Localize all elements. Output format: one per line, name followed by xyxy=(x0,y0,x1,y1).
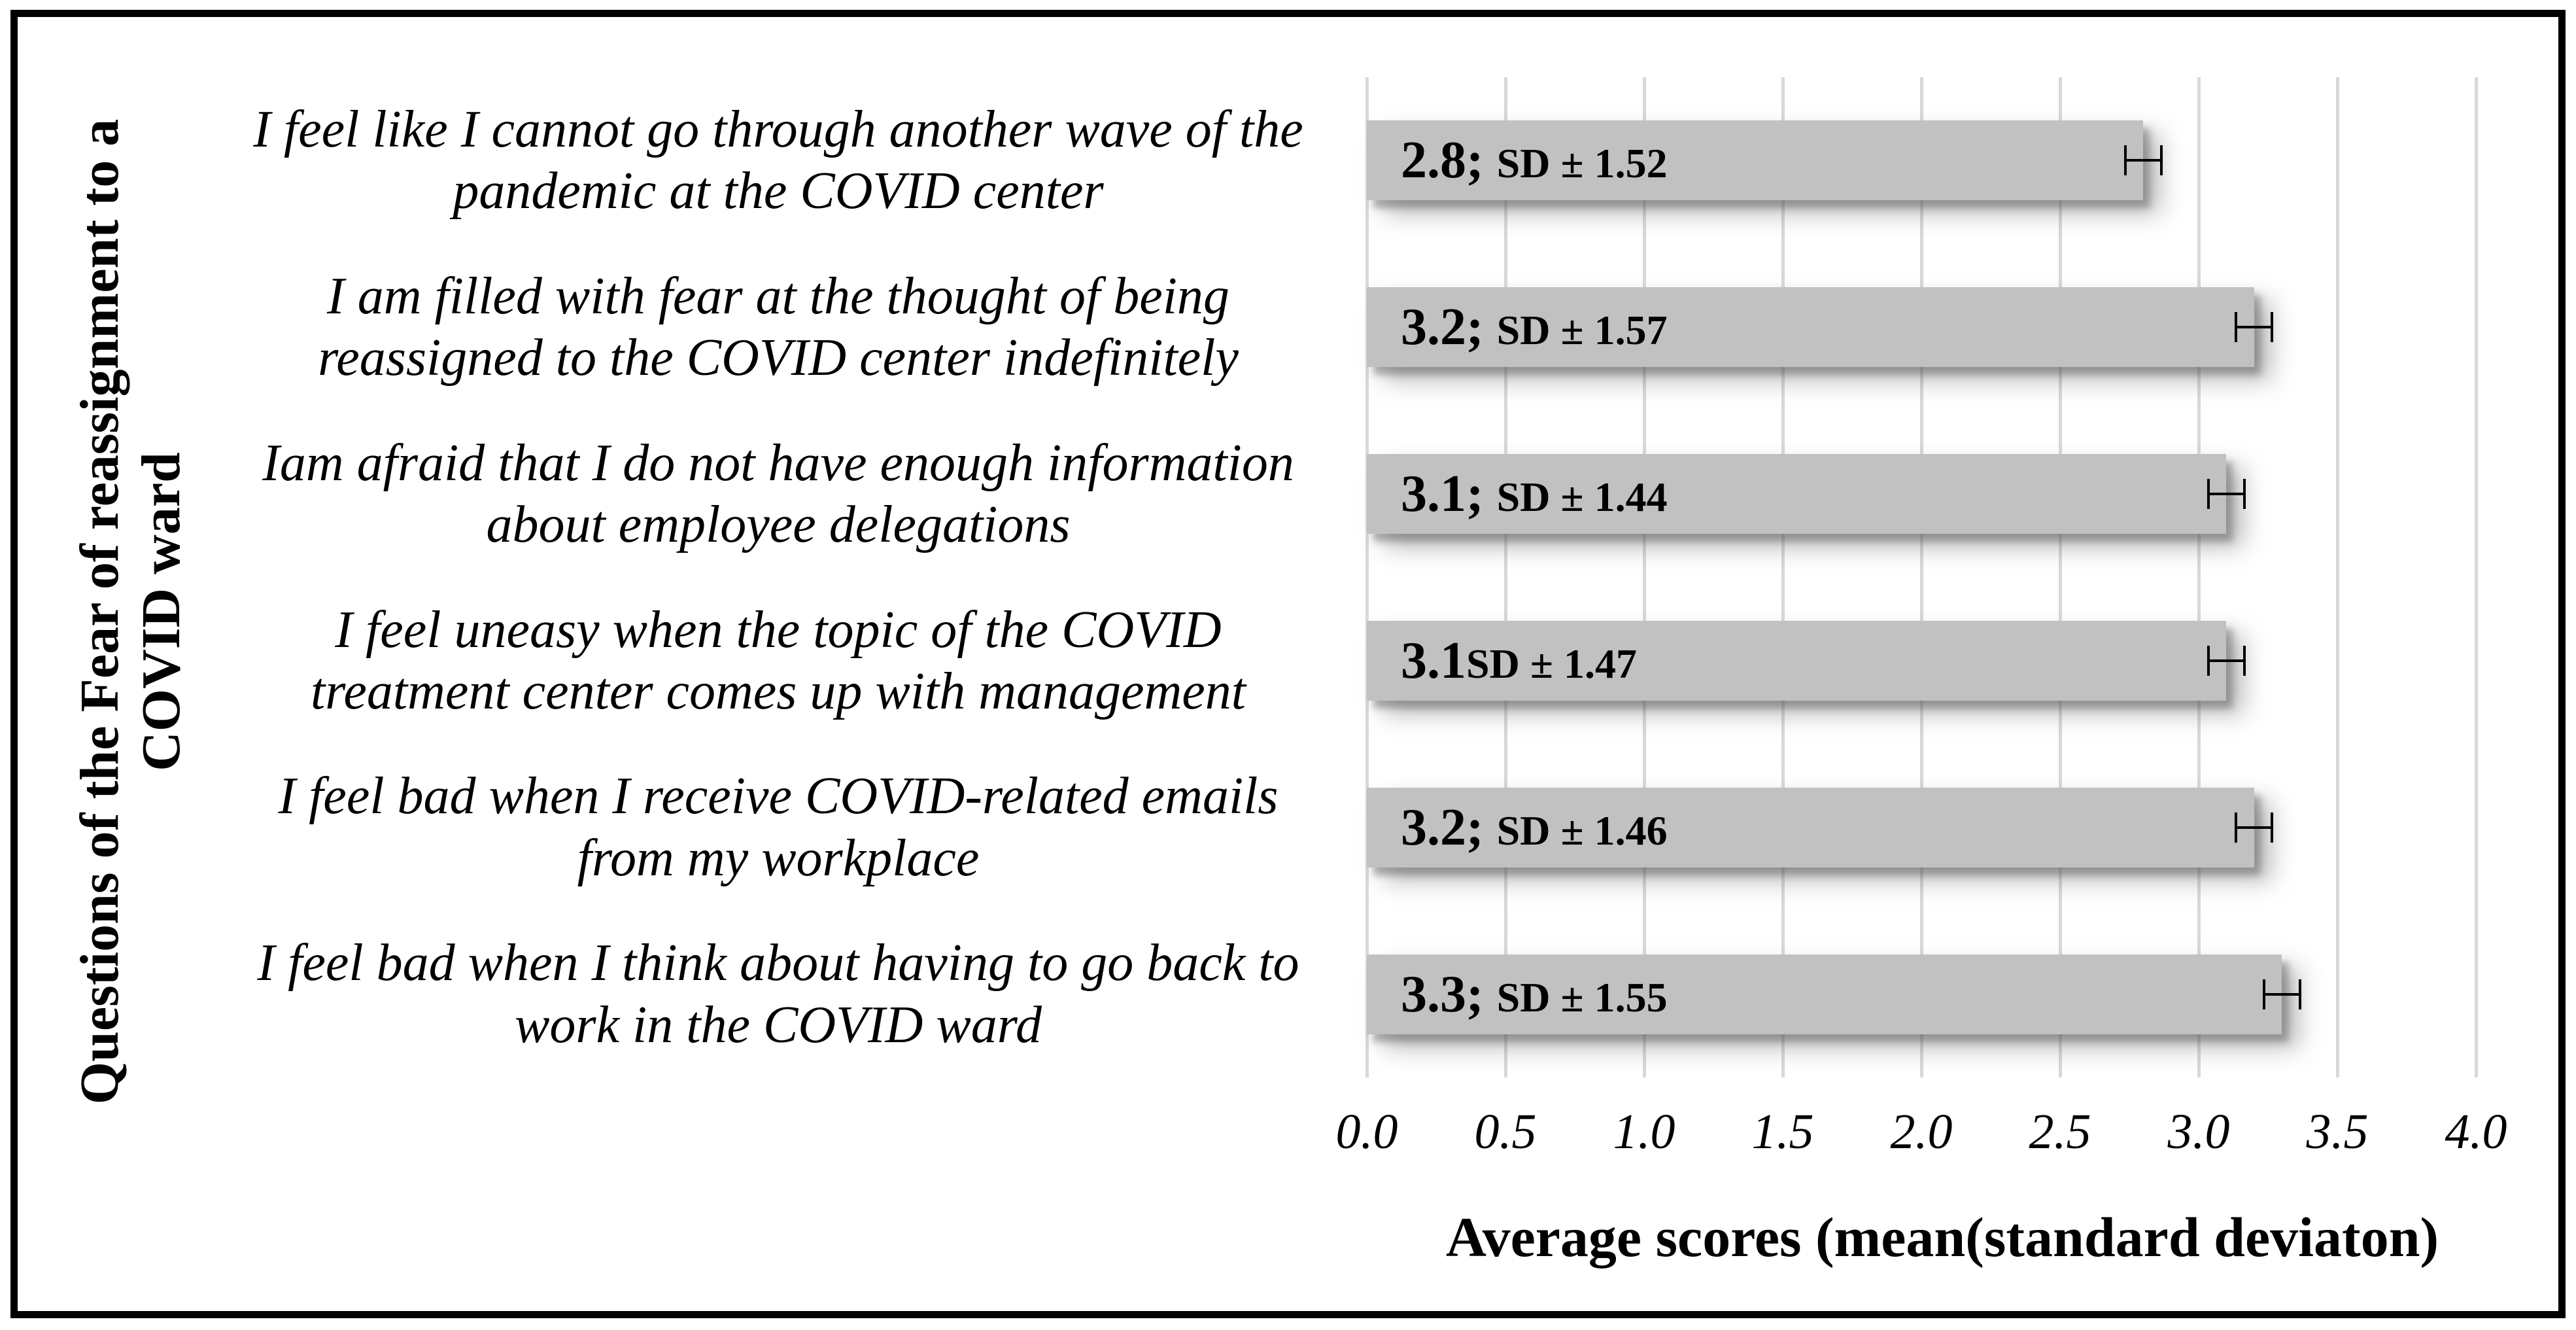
bar-sd-value: SD ± 1.47 xyxy=(1466,640,1637,687)
bar-mean-value: 3.2; xyxy=(1401,298,1497,357)
category-label-line: pandemic at the COVID center xyxy=(453,162,1104,220)
error-bar-cap-left xyxy=(2262,979,2265,1009)
bar-2: 3.2; SD ± 1.57 xyxy=(1367,287,2254,368)
error-bar-cap-left xyxy=(2235,312,2238,343)
category-label-line: I feel like I cannot go through another … xyxy=(253,101,1303,159)
bar-value-label: 3.2; SD ± 1.46 xyxy=(1367,801,1668,854)
bar-mean-value: 3.3; xyxy=(1401,965,1497,1023)
x-tick-label-2.5: 2.5 xyxy=(2029,1104,2091,1159)
category-label-2: I am filled with fear at the thought of … xyxy=(216,244,1341,411)
error-bar-1 xyxy=(2123,145,2163,176)
error-bar-cap-left xyxy=(2207,645,2210,676)
bar-5: 3.2; SD ± 1.46 xyxy=(1367,787,2254,867)
category-label-line: I feel uneasy when the topic of the COVI… xyxy=(335,601,1222,659)
error-bar-line xyxy=(2235,326,2274,329)
x-tick-label-0.5: 0.5 xyxy=(1474,1104,1537,1159)
bar-mean-value: 3.2; xyxy=(1401,798,1497,856)
category-label-line: I feel bad when I receive COVID-related … xyxy=(278,767,1279,826)
bar-value-label: 3.3; SD ± 1.55 xyxy=(1367,968,1668,1021)
error-bar-cap-right xyxy=(2243,479,2246,510)
error-bar-3 xyxy=(2207,479,2246,510)
error-bar-4 xyxy=(2207,645,2246,676)
error-bar-line xyxy=(2235,826,2274,829)
gridline-4.0 xyxy=(2474,77,2478,1077)
bar-sd-value: SD ± 1.55 xyxy=(1496,973,1668,1021)
gridline-1.0 xyxy=(1642,77,1646,1077)
bar-value-label: 3.2; SD ± 1.57 xyxy=(1367,301,1668,353)
category-label-6: I feel bad when I think about having to … xyxy=(216,911,1341,1077)
category-label-line: about employee delegations xyxy=(486,496,1071,554)
error-bar-cap-right xyxy=(2271,312,2274,343)
bar-sd-value: SD ± 1.57 xyxy=(1496,307,1668,354)
error-bar-cap-right xyxy=(2298,979,2301,1009)
error-bar-cap-right xyxy=(2243,645,2246,676)
error-bar-cap-right xyxy=(2159,145,2163,176)
plot-area: 2.8; SD ± 1.52 3.2; SD ± 1.57 3.1; SD ± 1.… xyxy=(1365,77,2478,1077)
category-label-line: reassigned to the COVID center indefinit… xyxy=(318,329,1239,387)
bar-value-label: 2.8; SD ± 1.52 xyxy=(1367,134,1668,186)
bar-mean-value: 3.1 xyxy=(1401,631,1466,690)
category-label-line: from my workplace xyxy=(577,829,980,887)
error-bar-cap-left xyxy=(2207,479,2210,510)
bar-sd-value: SD ± 1.44 xyxy=(1496,474,1668,521)
bar-value-label: 3.1SD ± 1.47 xyxy=(1367,635,1637,687)
x-tick-label-3.5: 3.5 xyxy=(2306,1104,2369,1159)
error-bar-5 xyxy=(2235,812,2274,843)
x-tick-label-3.0: 3.0 xyxy=(2167,1104,2230,1159)
error-bar-line xyxy=(2123,159,2163,162)
gridline-2.5 xyxy=(2058,77,2062,1077)
error-bar-cap-left xyxy=(2235,812,2238,843)
gridline-0.5 xyxy=(1503,77,1507,1077)
bar-mean-value: 2.8; xyxy=(1401,131,1497,190)
x-tick-label-4.0: 4.0 xyxy=(2445,1104,2507,1159)
bar-mean-value: 3.1; xyxy=(1401,465,1497,523)
category-label-line: I feel bad when I think about having to … xyxy=(257,934,1299,992)
error-bar-2 xyxy=(2235,312,2274,343)
bar-6: 3.3; SD ± 1.55 xyxy=(1367,954,2282,1034)
x-axis-title: Average scores (mean(standard deviaton) xyxy=(1445,1206,2439,1269)
x-tick-label-1.5: 1.5 xyxy=(1751,1104,1814,1159)
y-axis-title-line-1: Questions of the Fear of reassignment to… xyxy=(69,118,130,1105)
error-bar-line xyxy=(2207,659,2246,662)
x-tick-label-2.0: 2.0 xyxy=(1890,1104,1953,1159)
category-label-1: I feel like I cannot go through another … xyxy=(216,77,1341,244)
y-axis-title: Questions of the Fear of reassignment to… xyxy=(69,119,192,1104)
x-tick-label-0.0: 0.0 xyxy=(1335,1104,1398,1159)
gridline-3.0 xyxy=(2197,77,2201,1077)
category-label-4: I feel uneasy when the topic of the COVI… xyxy=(216,578,1341,744)
bar-4: 3.1SD ± 1.47 xyxy=(1367,620,2227,701)
bar-sd-value: SD ± 1.46 xyxy=(1496,807,1668,854)
category-label-line: I am filled with fear at the thought of … xyxy=(327,267,1229,325)
error-bar-line xyxy=(2262,992,2301,996)
bar-value-label: 3.1; SD ± 1.44 xyxy=(1367,468,1668,520)
category-label-line: Iam afraid that I do not have enough inf… xyxy=(262,434,1294,492)
x-tick-label-1.0: 1.0 xyxy=(1613,1104,1675,1159)
gridline-1.5 xyxy=(1781,77,1785,1077)
category-label-3: Iam afraid that I do not have enough inf… xyxy=(216,411,1341,578)
gridline-3.5 xyxy=(2335,77,2339,1077)
category-label-line: treatment center comes up with managemen… xyxy=(310,662,1246,720)
category-label-line: work in the COVID ward xyxy=(515,996,1042,1054)
category-label-5: I feel bad when I receive COVID-related … xyxy=(216,744,1341,911)
error-bar-6 xyxy=(2262,979,2301,1009)
error-bar-cap-right xyxy=(2271,812,2274,843)
gridline-2.0 xyxy=(1919,77,1923,1077)
y-axis-title-line-2: COVID ward xyxy=(131,452,192,771)
error-bar-cap-left xyxy=(2123,145,2127,176)
bar-3: 3.1; SD ± 1.44 xyxy=(1367,454,2227,534)
bar-sd-value: SD ± 1.52 xyxy=(1496,140,1668,187)
gridline-0.0 xyxy=(1365,77,1369,1077)
error-bar-line xyxy=(2207,493,2246,496)
bar-1: 2.8; SD ± 1.52 xyxy=(1367,120,2144,201)
